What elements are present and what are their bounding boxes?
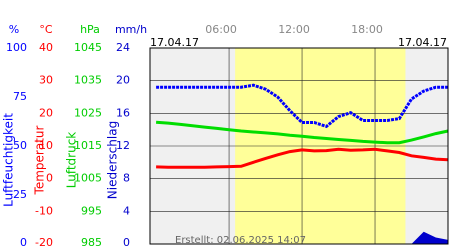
y-tick-label: 24 — [116, 41, 130, 54]
start-date: 17.04.17 — [150, 36, 199, 49]
y-tick-label: 0 — [20, 236, 27, 249]
y-tick-label: 12 — [116, 139, 130, 152]
y-tick-label: 1005 — [74, 172, 102, 185]
axis-title: Niederschlag — [106, 121, 120, 199]
y-tick-label: 75 — [13, 90, 27, 103]
y-tick-label: 4 — [123, 204, 130, 217]
y-tick-label: 1015 — [74, 139, 102, 152]
x-tick-label: 18:00 — [351, 23, 383, 36]
y-tick-label: 0 — [123, 236, 130, 249]
y-tick-label: 20 — [39, 106, 53, 119]
x-tick-label: 12:00 — [278, 23, 310, 36]
y-tick-label: 40 — [39, 41, 53, 54]
precipitation-area — [156, 231, 448, 244]
y-tick-label: 1035 — [74, 74, 102, 87]
axis-unit: % — [9, 23, 19, 36]
axis-title: Luftdruck — [65, 132, 79, 189]
y-tick-label: 1045 — [74, 41, 102, 54]
y-tick-label: 25 — [13, 188, 27, 201]
footer: Erstellt: 02.06.2025 14:07 — [175, 235, 306, 246]
y-tick-label: 1025 — [74, 106, 102, 119]
y-tick-label: 20 — [116, 74, 130, 87]
axis-title: Temperatur — [33, 125, 47, 195]
series-line — [156, 147, 449, 169]
end-date: 17.04.17 — [398, 36, 447, 49]
series-line — [155, 120, 449, 145]
series-line — [156, 83, 448, 129]
y-tick-label: 16 — [116, 106, 130, 119]
y-tick-label: 985 — [81, 236, 102, 249]
y-tick-label: -20 — [35, 236, 53, 249]
axis-unit: hPa — [80, 23, 100, 36]
y-tick-label: 0 — [46, 172, 53, 185]
y-tick-label: 100 — [6, 41, 27, 54]
y-tick-label: -10 — [35, 204, 53, 217]
axis-title: Luftfeuchtigkeit — [2, 113, 16, 207]
y-tick-label: 30 — [39, 74, 53, 87]
y-tick-label: 995 — [81, 204, 102, 217]
x-tick-label: 06:00 — [205, 23, 237, 36]
axis-unit: mm/h — [115, 23, 147, 36]
axis-unit: °C — [39, 23, 53, 36]
y-tick-label: 50 — [13, 139, 27, 152]
y-tick-label: 8 — [123, 172, 130, 185]
plot-border — [149, 47, 449, 245]
y-tick-label: 10 — [39, 139, 53, 152]
